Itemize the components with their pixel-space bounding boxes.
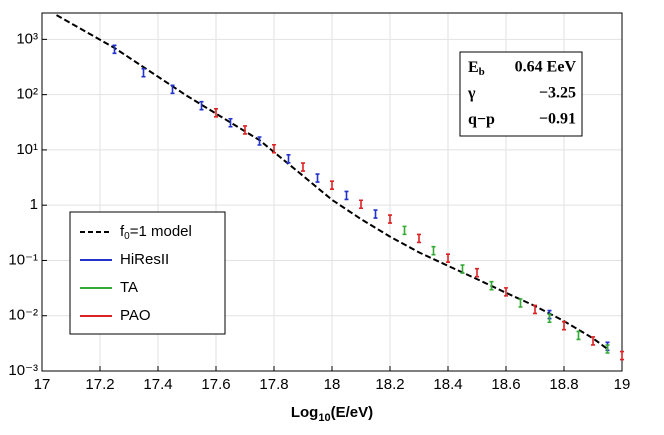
- x-axis-label: Log10(E/eV): [291, 404, 373, 424]
- y-tick-label: 10⁻³: [8, 362, 38, 379]
- data-point: [315, 173, 320, 183]
- data-point: [489, 280, 494, 291]
- data-point: [344, 190, 349, 201]
- param-box: [459, 51, 583, 137]
- data-point: [475, 267, 479, 278]
- data-point: [547, 313, 552, 324]
- y-tick-label: 10¹: [16, 141, 38, 158]
- legend-label-part: f: [120, 223, 125, 240]
- legend-label-part: =1 model: [130, 223, 192, 240]
- data-point: [446, 253, 450, 263]
- data-point: [228, 117, 233, 128]
- data-point: [373, 209, 378, 219]
- param-symbol: E: [468, 59, 479, 76]
- y-tick-label: 10⁻²: [8, 307, 38, 324]
- data-point: [257, 136, 262, 146]
- param-label: q−p: [468, 111, 495, 128]
- x-tick-label: 18.8: [549, 376, 578, 393]
- y-tick-label: 1: [30, 196, 38, 213]
- param-label: Eb: [468, 59, 485, 78]
- data-point: [402, 225, 407, 236]
- legend-label: PAO: [120, 307, 151, 324]
- data-point: [417, 233, 421, 244]
- data-point: [214, 107, 218, 118]
- data-point: [576, 330, 581, 341]
- x-tick-label: 17.8: [259, 376, 288, 393]
- x-axis-label-part: Log: [291, 404, 319, 421]
- data-point: [533, 304, 537, 315]
- x-axis-label-sub: 10: [318, 412, 330, 424]
- x-axis-label-part: (E/eV): [331, 404, 374, 421]
- x-tick-label: 18.6: [491, 376, 520, 393]
- data-point: [591, 336, 595, 346]
- data-point: [518, 298, 523, 308]
- legend-label: TA: [120, 279, 138, 296]
- data-point: [301, 162, 305, 172]
- param-value: −0.91: [539, 111, 576, 128]
- y-tick-label: 10³: [16, 30, 38, 47]
- data-point: [605, 344, 610, 354]
- data-point: [620, 350, 624, 361]
- x-tick-label: 19: [614, 376, 631, 393]
- data-point: [199, 100, 204, 111]
- data-point: [330, 180, 334, 190]
- param-value: −3.25: [539, 85, 576, 102]
- x-tick-label: 18.2: [375, 376, 404, 393]
- data-point: [460, 264, 465, 274]
- data-point: [141, 67, 146, 78]
- x-tick-label: 17.4: [143, 376, 172, 393]
- data-point: [286, 154, 291, 164]
- legend-label-sub: 0: [124, 231, 130, 242]
- data-point: [170, 84, 175, 95]
- data-point: [562, 320, 566, 331]
- legend-box: [69, 211, 226, 335]
- param-symbol: γ: [467, 85, 476, 102]
- data-point: [112, 44, 117, 55]
- x-tick-label: 17.6: [201, 376, 230, 393]
- legend-label: HiResII: [120, 251, 169, 268]
- param-label: γ: [467, 85, 476, 102]
- param-sub: b: [479, 66, 485, 78]
- x-tick-label: 18.4: [433, 376, 462, 393]
- x-tick-label: 17: [34, 376, 51, 393]
- data-point: [431, 245, 436, 256]
- x-tick-label: 18: [324, 376, 341, 393]
- param-symbol: q−p: [468, 111, 495, 128]
- data-point: [504, 287, 508, 297]
- plot-frame: [41, 12, 623, 372]
- data-point: [243, 125, 247, 135]
- data-point: [359, 199, 363, 210]
- y-tick-label: 10²: [16, 86, 38, 103]
- legend-label: f0=1 model: [120, 223, 192, 242]
- x-tick-label: 17.2: [85, 376, 114, 393]
- y-tick-label: 10⁻¹: [8, 251, 38, 268]
- data-point: [272, 143, 276, 154]
- data-point: [388, 214, 392, 224]
- param-value: 0.64 EeV: [515, 59, 577, 76]
